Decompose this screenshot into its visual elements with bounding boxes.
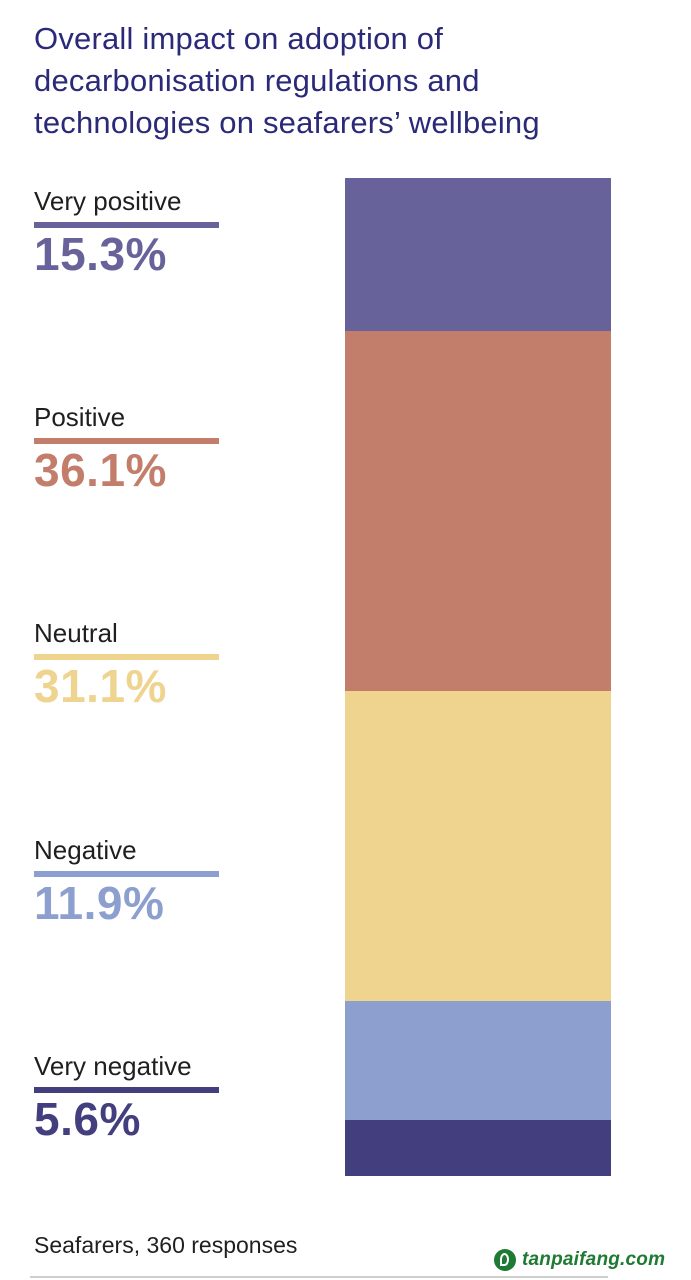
bar-segment-neutral <box>345 691 611 1001</box>
legend-value: 31.1% <box>34 660 167 712</box>
footer-divider <box>30 1276 608 1278</box>
legend-label: Positive <box>34 402 126 432</box>
legend-value: 11.9% <box>34 877 165 929</box>
legend-value: 5.6% <box>34 1093 141 1145</box>
legend-value: 36.1% <box>34 444 167 496</box>
legend-label: Negative <box>34 835 137 865</box>
chart-title-line-1: Overall impact on adoption of <box>34 21 444 56</box>
legend-item-positive: Positive 36.1% <box>34 402 224 496</box>
legend-rule <box>34 654 219 660</box>
bar-segment-very-negative <box>345 1120 611 1176</box>
legend-value: 15.3% <box>34 228 167 280</box>
bar-segment-negative <box>345 1001 611 1120</box>
legend-rule <box>34 871 219 877</box>
legend-item-neutral: Neutral 31.1% <box>34 618 224 712</box>
legend-rule <box>34 222 219 228</box>
stacked-bar <box>345 178 611 1176</box>
chart-title-line-2: decarbonisation regulations and <box>34 63 480 98</box>
legend-item-negative: Negative 11.9% <box>34 835 224 929</box>
chart-title-line-3: technologies on seafarers’ wellbeing <box>34 105 540 140</box>
legend-label: Neutral <box>34 618 118 648</box>
chart-title: Overall impact on adoption of decarbonis… <box>34 18 674 144</box>
leaf-logo-icon <box>494 1249 516 1271</box>
legend-rule <box>34 438 219 444</box>
bar-segment-positive <box>345 331 611 691</box>
legend-label: Very positive <box>34 186 182 216</box>
bar-segment-very-positive <box>345 178 611 331</box>
legend-item-very-positive: Very positive 15.3% <box>34 186 224 280</box>
legend-rule <box>34 1087 219 1093</box>
legend-item-very-negative: Very negative 5.6% <box>34 1051 224 1145</box>
footer-note: Seafarers, 360 responses <box>34 1232 298 1258</box>
watermark-text: tanpaifang.com <box>522 1249 666 1270</box>
watermark: tanpaifang.com <box>494 1246 665 1274</box>
legend-label: Very negative <box>34 1051 192 1081</box>
